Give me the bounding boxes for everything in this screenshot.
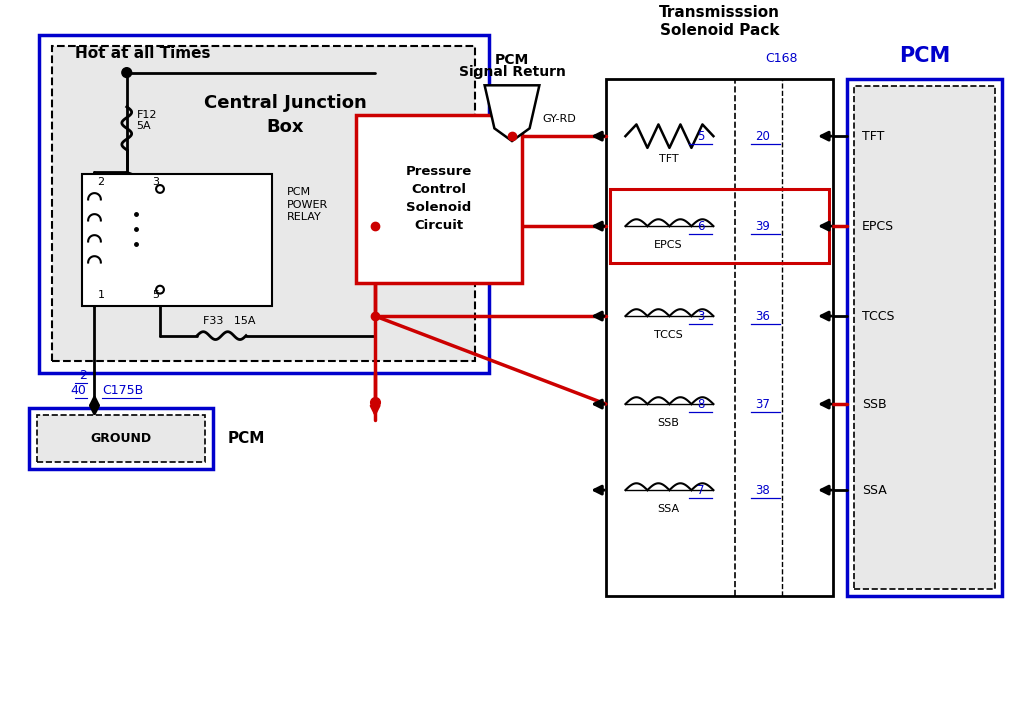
Text: 20: 20 (755, 129, 770, 143)
Text: SSA: SSA (862, 483, 887, 497)
Text: 5: 5 (697, 129, 705, 143)
Text: PCM: PCM (899, 46, 950, 66)
Text: F33   15A: F33 15A (203, 316, 256, 326)
Bar (39, 36, 488, 373)
Text: 5: 5 (153, 290, 159, 300)
Text: SSB: SSB (862, 398, 887, 410)
Bar (606, 79, 833, 596)
Bar (37, 415, 205, 462)
Text: 2: 2 (79, 369, 87, 382)
Text: F12
5A: F12 5A (136, 109, 157, 132)
Text: GY-RD: GY-RD (542, 114, 575, 124)
Text: 37: 37 (755, 398, 770, 410)
Text: TFT: TFT (862, 129, 885, 143)
Text: EPCS: EPCS (862, 220, 894, 232)
Bar (52, 46, 475, 361)
Bar (854, 87, 995, 589)
Text: Central Junction
Box: Central Junction Box (204, 94, 367, 136)
Text: Transmisssion
Solenoid Pack: Transmisssion Solenoid Pack (658, 5, 780, 39)
Text: PCM: PCM (227, 431, 265, 445)
Text: 39: 39 (755, 220, 770, 232)
Text: 7: 7 (697, 483, 705, 497)
Text: 3: 3 (153, 177, 159, 187)
Text: TCCS: TCCS (862, 310, 895, 322)
Bar (29, 408, 213, 468)
Text: EPCS: EPCS (654, 240, 683, 250)
Text: Signal Return: Signal Return (459, 64, 565, 79)
Bar (848, 79, 1001, 596)
Text: 36: 36 (755, 310, 770, 322)
Polygon shape (484, 85, 540, 141)
Text: GROUND: GROUND (90, 432, 152, 445)
Text: 8: 8 (697, 398, 705, 410)
Text: 38: 38 (755, 483, 770, 497)
Text: 40: 40 (71, 384, 87, 398)
Bar (355, 114, 522, 283)
Text: PCM: PCM (495, 53, 529, 66)
Bar (82, 174, 272, 306)
Text: SSB: SSB (657, 418, 679, 428)
Text: 1: 1 (97, 290, 104, 300)
Circle shape (122, 68, 132, 77)
Text: TCCS: TCCS (654, 330, 683, 340)
Text: TFT: TFT (658, 154, 678, 164)
Text: 3: 3 (697, 310, 705, 322)
Bar (609, 189, 828, 263)
Text: C168: C168 (766, 52, 798, 65)
Text: SSA: SSA (657, 503, 680, 513)
Text: Hot at all Times: Hot at all Times (75, 46, 211, 61)
Text: 6: 6 (697, 220, 705, 232)
Text: 2: 2 (97, 177, 104, 187)
Text: PCM
POWER
RELAY: PCM POWER RELAY (287, 187, 329, 222)
Text: Pressure
Control
Solenoid
Circuit: Pressure Control Solenoid Circuit (406, 165, 472, 232)
Text: C175B: C175B (102, 384, 143, 398)
